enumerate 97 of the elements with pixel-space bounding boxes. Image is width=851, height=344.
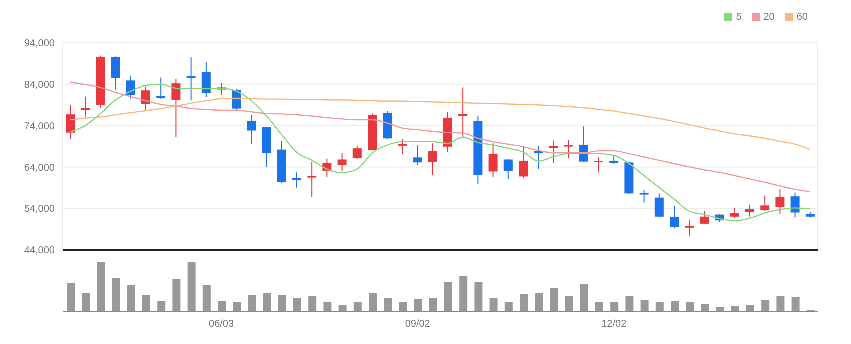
candlestick (488, 143, 498, 178)
bar (580, 284, 588, 312)
bar (565, 296, 574, 312)
candlestick (564, 140, 574, 159)
bar (384, 298, 392, 312)
candlestick (398, 138, 408, 154)
candlestick (670, 206, 679, 229)
candlestick (730, 208, 740, 220)
bar (686, 302, 694, 312)
candlestick (776, 189, 785, 214)
y-tick-label: 74,000 (24, 121, 56, 132)
candlestick (111, 56, 120, 90)
candlestick (504, 158, 513, 180)
bar (97, 262, 106, 312)
bar (776, 296, 785, 312)
bar (369, 294, 377, 312)
legend-label: 60 (796, 12, 808, 23)
bar (82, 293, 90, 312)
candlestick (292, 172, 302, 188)
y-tick-label: 64,000 (24, 162, 56, 174)
y-tick-label: 44,000 (24, 246, 56, 257)
candlestick (413, 144, 422, 166)
bar (202, 286, 211, 312)
candlestick (202, 62, 211, 98)
y-tick-label: 84,000 (24, 80, 56, 91)
candlestick (760, 195, 770, 212)
bar (278, 295, 286, 312)
bar (701, 304, 710, 312)
bar (535, 294, 544, 312)
candlestick (534, 146, 544, 170)
bar (142, 295, 150, 312)
bar (414, 299, 422, 312)
bar (218, 302, 226, 312)
y-tick-label: 54,000 (24, 204, 56, 216)
candlestick (66, 104, 75, 140)
candlestick (549, 140, 558, 164)
bar (671, 301, 679, 312)
bar (338, 306, 347, 312)
bar (746, 305, 754, 312)
bar (158, 301, 166, 312)
line-series (70, 82, 812, 193)
bar (429, 298, 438, 312)
candlestick (352, 146, 362, 160)
candlestick (308, 162, 317, 198)
candlestick (700, 211, 710, 225)
x-tick-label: 12/02 (602, 319, 628, 330)
candlestick (594, 156, 604, 174)
bar (112, 278, 120, 312)
bar (399, 302, 408, 312)
bar (294, 298, 302, 312)
x-tick-label: 06/03 (209, 319, 234, 330)
candlestick (654, 193, 664, 218)
bar (67, 284, 75, 312)
candlestick (640, 190, 649, 204)
candlestick (685, 220, 694, 237)
candlestick (172, 78, 181, 138)
candlestick (338, 152, 347, 172)
candlestick (126, 76, 136, 100)
bar (263, 294, 272, 312)
bar (762, 300, 770, 312)
bar (640, 300, 649, 312)
candlestick (746, 204, 754, 218)
candlestick (458, 87, 468, 138)
bar (520, 294, 528, 312)
candlestick (186, 56, 196, 102)
bar (248, 295, 256, 312)
legend-label: 20 (764, 12, 775, 23)
y-tick-label: 94,000 (24, 38, 56, 50)
candlestick (790, 192, 800, 218)
bar (474, 282, 483, 312)
candlestick (247, 114, 256, 145)
bar (188, 262, 196, 312)
bar (550, 288, 558, 312)
bar (324, 302, 332, 312)
bar (792, 298, 800, 312)
bar (444, 282, 452, 312)
bar (626, 296, 634, 312)
bar (716, 307, 724, 312)
bar (596, 302, 604, 312)
candlestick (142, 86, 150, 112)
bar (656, 302, 664, 312)
bar (731, 306, 740, 312)
bar (308, 296, 317, 312)
bar (490, 298, 498, 312)
candlestick (156, 77, 166, 100)
candlestick (428, 143, 438, 176)
bar (172, 280, 181, 312)
bar (504, 302, 513, 312)
bar (354, 302, 362, 312)
legend-label: 5 (736, 12, 742, 23)
bar (233, 302, 242, 312)
bar (610, 302, 619, 312)
bar (460, 276, 468, 312)
x-tick-label: 09/02 (405, 319, 431, 330)
bar (127, 286, 136, 312)
candlestick (81, 96, 90, 118)
candlestick (519, 146, 528, 179)
